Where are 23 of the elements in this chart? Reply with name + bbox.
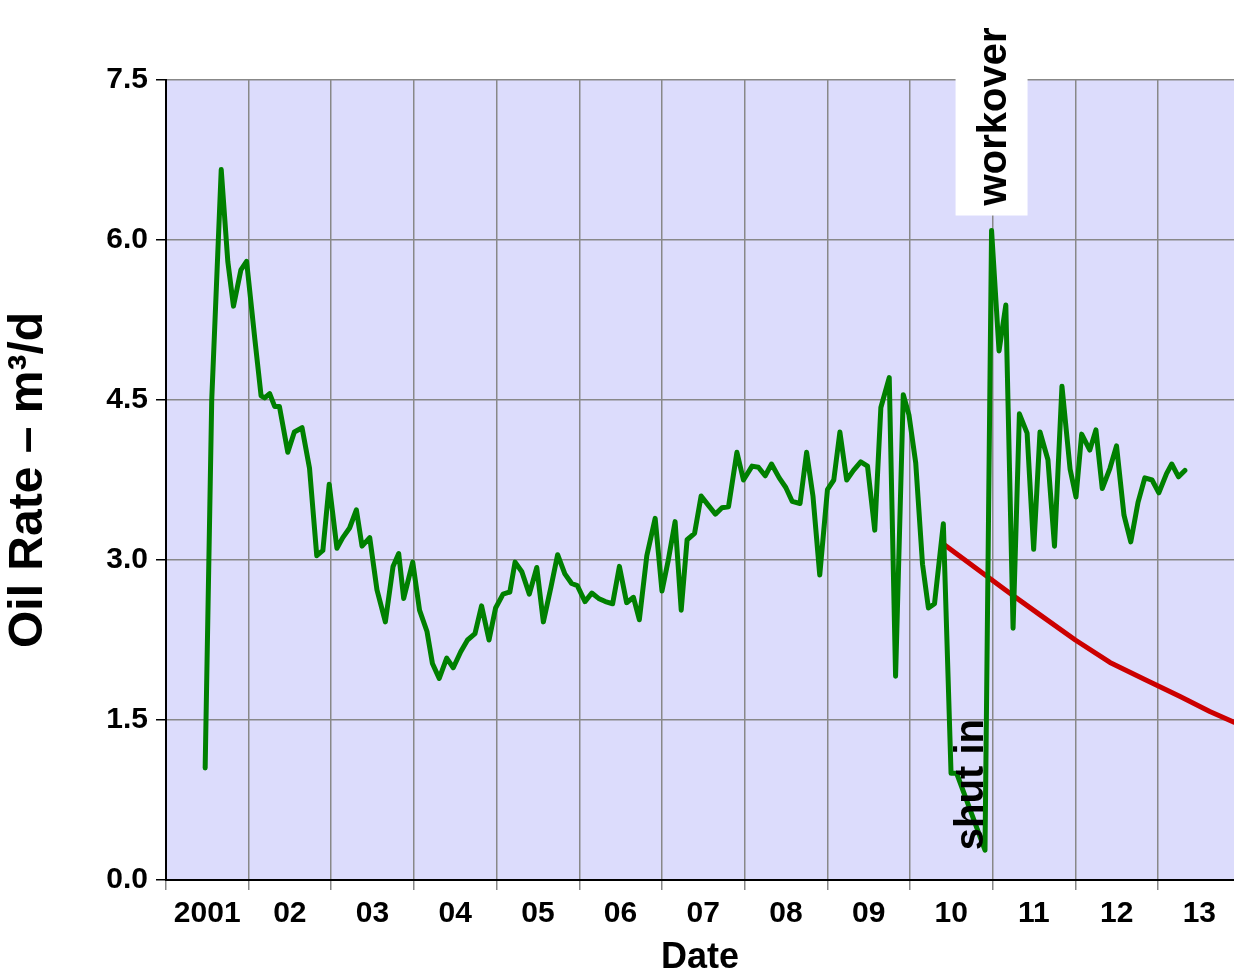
y-tick-label: 0.0 <box>106 861 148 895</box>
x-tick-label: 06 <box>603 895 638 929</box>
x-tick-label: 04 <box>438 895 473 929</box>
annotation: shut in <box>947 719 991 851</box>
x-tick-label: 11 <box>1018 895 1050 929</box>
x-tick-label: 02 <box>273 895 307 929</box>
y-tick-label: 6.0 <box>106 221 148 255</box>
y-tick-label: 3.0 <box>106 541 148 575</box>
x-tick-label: 13 <box>1182 895 1217 929</box>
x-axis-title: Date <box>660 935 740 977</box>
x-tick-label: 10 <box>934 895 968 929</box>
annotation: workover <box>969 27 1014 207</box>
x-tick-label: 05 <box>521 895 555 929</box>
x-tick-label: 08 <box>769 895 803 929</box>
y-tick-label: 4.5 <box>106 381 148 415</box>
y-tick-label: 7.5 <box>106 61 148 95</box>
y-tick-label: 1.5 <box>106 701 148 735</box>
x-tick-label: 09 <box>851 895 886 929</box>
x-tick-label: 07 <box>686 895 720 929</box>
x-tick-label: 12 <box>1100 895 1134 929</box>
x-tick-label: 03 <box>355 895 390 929</box>
y-axis-title: Oil Rate – m³/d <box>0 311 53 649</box>
x-tick-label: 2001 <box>173 895 241 929</box>
